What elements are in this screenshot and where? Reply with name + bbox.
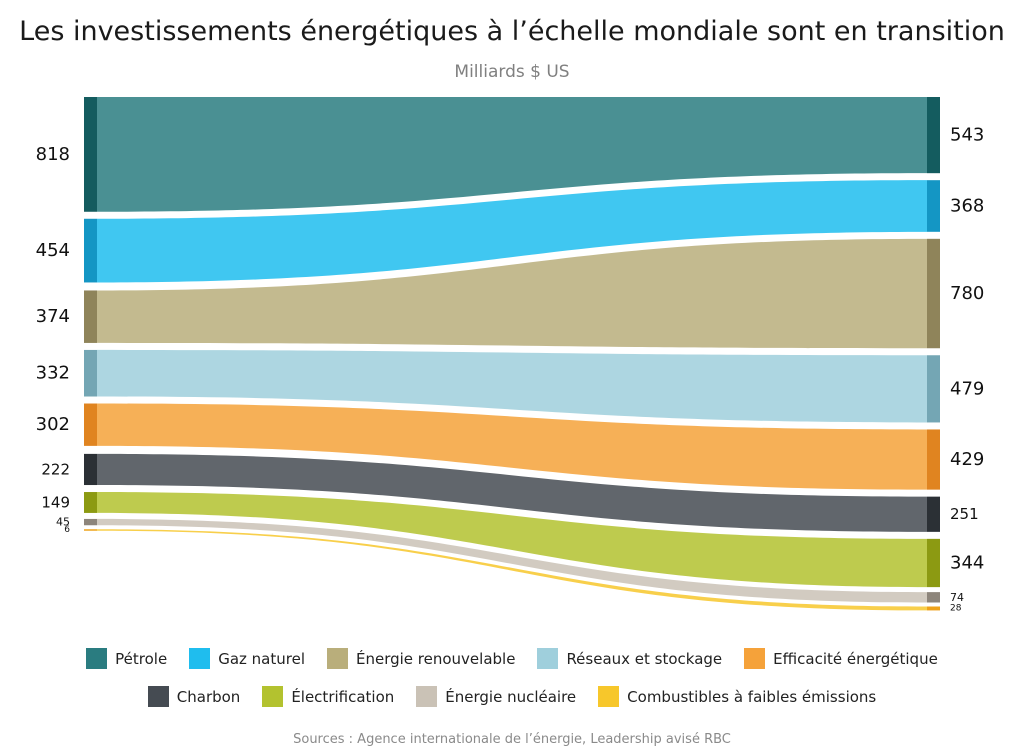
legend-swatch-gaz-naturel xyxy=(189,648,211,669)
left-value-energie-renouvelable: 374 xyxy=(36,306,70,327)
sankey-chart: 818 543 454 368 374 780 332 479 302 429 222 251 149 3… xyxy=(36,97,985,614)
right-value-charbon: 251 xyxy=(950,505,979,523)
left-value-efficacite-energetique: 302 xyxy=(36,414,70,435)
legend-row-1: Pétrole Gaz naturel Énergie renouvelable Ré… xyxy=(0,648,1024,669)
right-bar-gaz-naturel xyxy=(927,180,940,232)
legend-label-gaz-naturel: Gaz naturel xyxy=(218,649,305,668)
flow-efficacite-energetique xyxy=(97,403,927,490)
right-bar-energie-nucleaire xyxy=(927,592,940,603)
legend-item-reseaux-et-stockage: Réseaux et stockage xyxy=(537,648,722,669)
legend-row-2: Charbon Électrification Énergie nucléaire C… xyxy=(0,686,1024,707)
legend-swatch-combustibles-a-faibles-emissions xyxy=(598,686,620,707)
right-bar-reseaux-et-stockage xyxy=(927,355,940,423)
left-value-charbon: 222 xyxy=(41,460,70,478)
left-value-energie-nucleaire: 45 xyxy=(56,516,70,529)
right-value-energie-nucleaire: 74 xyxy=(950,591,964,604)
left-bar-charbon xyxy=(84,453,97,486)
flow-electrification xyxy=(97,492,927,588)
legend-swatch-charbon xyxy=(147,686,169,707)
legend-swatch-energie-renouvelable xyxy=(326,648,348,669)
left-bar-combustibles-a-faibles-emissions xyxy=(84,529,97,531)
left-bar-energie-renouvelable xyxy=(84,290,97,343)
right-value-petrole: 543 xyxy=(950,125,984,146)
right-bar-charbon xyxy=(927,496,940,532)
legend-item-efficacite-energetique: Efficacité énergétique xyxy=(744,648,938,669)
flow-gaz-naturel xyxy=(97,180,927,283)
right-bar-energie-renouvelable xyxy=(927,238,940,349)
flow-reseaux-et-stockage xyxy=(97,349,927,423)
legend-item-electrification: Électrification xyxy=(262,686,394,707)
left-bar-petrole xyxy=(84,97,97,212)
right-bar-electrification xyxy=(927,538,940,588)
bar-layer xyxy=(84,97,940,611)
legend-item-energie-nucleaire: Énergie nucléaire xyxy=(416,686,576,707)
legend-swatch-efficacite-energetique xyxy=(744,648,766,669)
value-label-layer: 818 543 454 368 374 780 332 479 302 429 222 251 149 3… xyxy=(36,125,985,614)
legend-swatch-petrole xyxy=(86,648,108,669)
right-value-combustibles-a-faibles-emissions: 28 xyxy=(950,603,962,613)
right-value-electrification: 344 xyxy=(950,552,984,573)
legend-label-efficacite-energetique: Efficacité énergétique xyxy=(773,649,938,668)
legend-label-petrole: Pétrole xyxy=(115,649,168,668)
left-bar-gaz-naturel xyxy=(84,218,97,283)
flow-energie-nucleaire xyxy=(97,518,927,603)
left-value-reseaux-et-stockage: 332 xyxy=(36,363,70,384)
right-bar-combustibles-a-faibles-emissions xyxy=(927,606,940,611)
right-value-reseaux-et-stockage: 479 xyxy=(950,378,984,399)
flow-charbon xyxy=(97,453,927,532)
legend-label-electrification: Électrification xyxy=(291,687,395,706)
left-bar-efficacite-energetique xyxy=(84,403,97,446)
legend-label-reseaux-et-stockage: Réseaux et stockage xyxy=(566,649,723,668)
right-bar-efficacite-energetique xyxy=(927,429,940,490)
right-bar-petrole xyxy=(927,97,940,174)
right-value-energie-renouvelable: 780 xyxy=(950,283,984,304)
legend-swatch-reseaux-et-stockage xyxy=(537,648,559,669)
chart-title: Les investissements énergétiques à l’éch… xyxy=(19,16,1005,47)
source-note: Sources : Agence internationale de l’éne… xyxy=(293,732,731,747)
left-value-electrification: 149 xyxy=(41,493,70,511)
chart-subtitle: Milliards $ US xyxy=(454,62,570,82)
legend-item-gaz-naturel: Gaz naturel xyxy=(189,648,305,669)
left-value-petrole: 818 xyxy=(36,144,70,165)
left-value-gaz-naturel: 454 xyxy=(36,240,70,261)
flow-petrole xyxy=(97,97,927,212)
legend-label-energie-renouvelable: Énergie renouvelable xyxy=(355,649,516,668)
left-bar-energie-nucleaire xyxy=(84,518,97,526)
legend-item-energie-renouvelable: Énergie renouvelable xyxy=(326,648,516,669)
flow-combustibles-a-faibles-emissions xyxy=(97,529,927,611)
legend-label-combustibles-a-faibles-emissions: Combustibles à faibles émissions xyxy=(627,687,877,706)
flow-energie-renouvelable xyxy=(97,238,927,349)
flow-layer xyxy=(97,97,927,611)
legend-item-charbon: Charbon xyxy=(147,686,241,707)
left-value-combustibles-a-faibles-emissions: 6 xyxy=(64,525,70,535)
legend-swatch-energie-nucleaire xyxy=(416,686,438,707)
legend-swatch-electrification xyxy=(262,686,284,707)
legend-item-petrole: Pétrole xyxy=(86,648,167,669)
legend-item-combustibles-a-faibles-emissions: Combustibles à faibles émissions xyxy=(598,686,876,707)
legend-label-energie-nucleaire: Énergie nucléaire xyxy=(445,687,577,706)
left-bar-electrification xyxy=(84,492,97,513)
right-value-efficacite-energetique: 429 xyxy=(950,449,984,470)
left-bar-reseaux-et-stockage xyxy=(84,349,97,397)
right-value-gaz-naturel: 368 xyxy=(950,195,984,216)
legend-label-charbon: Charbon xyxy=(176,687,241,706)
